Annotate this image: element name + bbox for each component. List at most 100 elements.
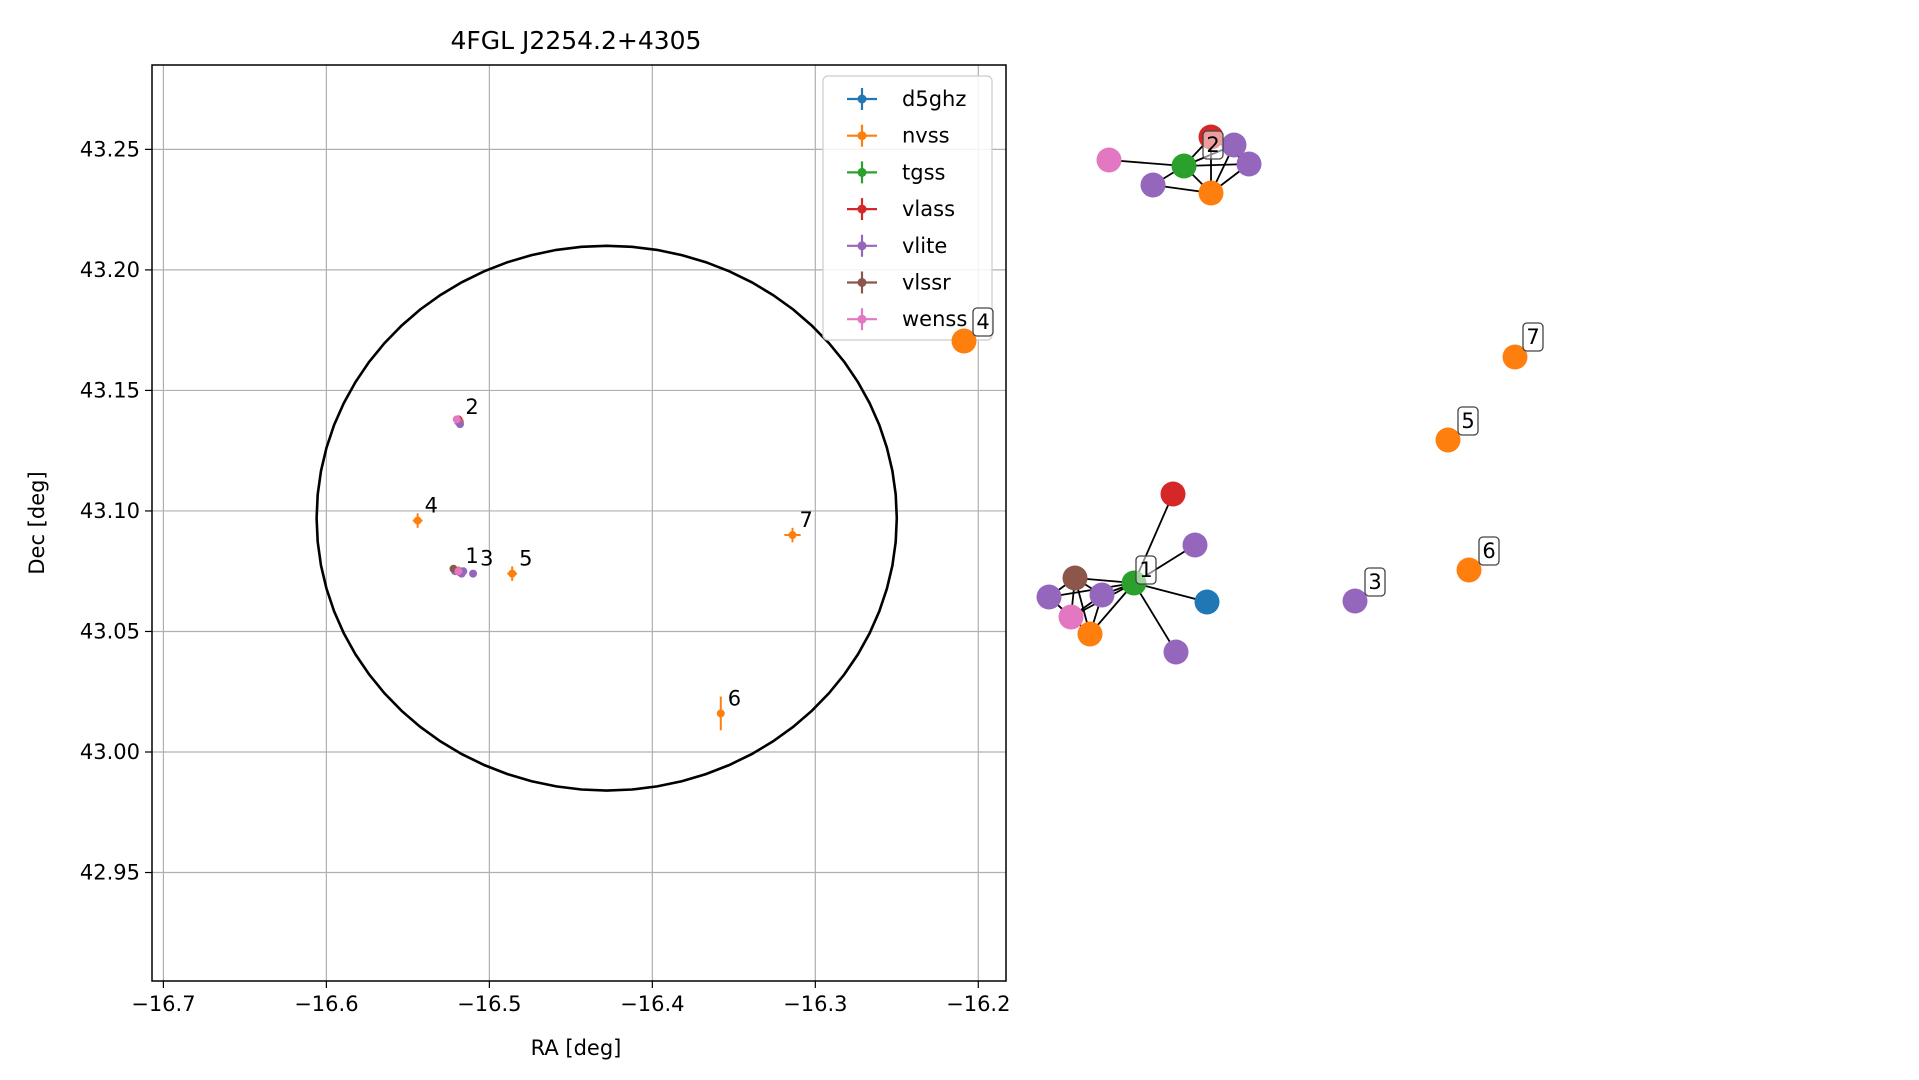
node-label: 1 bbox=[1135, 555, 1157, 585]
y-tick-label: 43.15 bbox=[80, 378, 140, 402]
node-label-box bbox=[1202, 130, 1224, 160]
node-label-text: 4 bbox=[976, 310, 989, 334]
legend-marker-dot bbox=[857, 314, 867, 324]
vlite-point bbox=[469, 569, 478, 578]
y-axis-label: Dec [deg] bbox=[25, 471, 49, 574]
point-label: 1 bbox=[465, 544, 478, 568]
chart-title: 4FGL J2254.2+4305 bbox=[451, 26, 702, 55]
legend-marker-dot bbox=[857, 94, 867, 104]
nvss-point bbox=[716, 709, 725, 718]
node-label-box bbox=[972, 307, 994, 337]
node-label: 3 bbox=[1364, 567, 1386, 597]
node-label-box bbox=[1135, 555, 1157, 585]
network-node bbox=[1194, 589, 1220, 615]
network-node bbox=[1342, 588, 1368, 614]
network-node bbox=[1502, 344, 1528, 370]
node-label-box bbox=[1522, 322, 1544, 352]
legend-label: wenss bbox=[902, 307, 967, 331]
ellipse-layer bbox=[315, 244, 899, 792]
network-node bbox=[1089, 582, 1115, 608]
network-node bbox=[1236, 151, 1262, 177]
network-node bbox=[1163, 639, 1189, 665]
legend-entry-vlite: vlite bbox=[847, 234, 947, 258]
network-node bbox=[1096, 147, 1122, 173]
network-node bbox=[1036, 584, 1062, 610]
network-node bbox=[1058, 604, 1084, 630]
x-tick-label: −16.6 bbox=[294, 992, 358, 1016]
y-tick-label: 43.05 bbox=[80, 619, 140, 643]
legend-label: vlass bbox=[902, 197, 955, 221]
points-layer bbox=[412, 415, 801, 731]
network-edge bbox=[1133, 582, 1208, 603]
legend-box bbox=[822, 75, 993, 341]
point-labels-layer: 1 2 3 4 5 6 7 bbox=[425, 395, 813, 711]
node-label-text: 6 bbox=[1482, 539, 1495, 563]
node-label: 7 bbox=[1522, 322, 1544, 352]
legend-label: vlssr bbox=[902, 271, 951, 295]
nvss-point bbox=[508, 569, 517, 578]
nodes-layer bbox=[951, 124, 1528, 665]
legend-entry-nvss: nvss bbox=[847, 124, 950, 148]
x-tick-label: −16.7 bbox=[131, 992, 195, 1016]
x-tick-label: −16.4 bbox=[620, 992, 684, 1016]
network-node bbox=[1171, 153, 1197, 179]
node-label-text: 7 bbox=[1526, 325, 1539, 349]
y-tick-label: 43.10 bbox=[80, 499, 140, 523]
legend-entry-tgss: tgss bbox=[847, 160, 945, 184]
legend-marker-dot bbox=[857, 167, 867, 177]
point-label: 3 bbox=[480, 547, 493, 571]
legend-marker-dot bbox=[857, 241, 867, 251]
node-label-box bbox=[1478, 536, 1500, 566]
x-tick-label: −16.3 bbox=[783, 992, 847, 1016]
wenss-point bbox=[452, 415, 461, 424]
y-tick-label: 43.20 bbox=[80, 258, 140, 282]
sky-map-panel: 1 2 3 4 5 6 7 −16.7 −16.6 −16.5 −16.4 −16.3 −16.2 4 2… bbox=[25, 26, 1010, 1060]
network-node bbox=[1435, 427, 1461, 453]
node-labels-layer: 1 2 3 4 5 6 7 bbox=[972, 130, 1544, 597]
network-edge bbox=[1133, 582, 1177, 653]
y-tick-label: 43.25 bbox=[80, 137, 140, 161]
node-label: 5 bbox=[1457, 406, 1479, 436]
node-label-box bbox=[1364, 567, 1386, 597]
node-label-text: 2 bbox=[1206, 133, 1219, 157]
network-node bbox=[951, 328, 977, 354]
node-label-text: 1 bbox=[1139, 558, 1152, 582]
ticks-layer: −16.7 −16.6 −16.5 −16.4 −16.3 −16.2 42.95 43.00… bbox=[80, 137, 1011, 1016]
node-label-text: 5 bbox=[1461, 409, 1474, 433]
legend-marker-dot bbox=[857, 278, 867, 287]
legend-marker-dot bbox=[857, 204, 867, 214]
point-label: 5 bbox=[519, 547, 532, 571]
legend-entry-wenss: wenss bbox=[847, 307, 967, 331]
legend-label: vlite bbox=[902, 234, 947, 258]
point-label: 7 bbox=[800, 508, 813, 532]
network-node bbox=[1077, 621, 1103, 647]
nvss-point bbox=[413, 516, 422, 525]
network-node bbox=[1198, 180, 1224, 206]
legend-entry-vlass: vlass bbox=[847, 197, 955, 221]
network-edge bbox=[1108, 159, 1185, 167]
node-label: 6 bbox=[1478, 536, 1500, 566]
wenss-point bbox=[454, 567, 463, 576]
network-panel: 1 2 3 4 5 6 7 bbox=[951, 124, 1544, 665]
point-label: 6 bbox=[728, 686, 741, 710]
network-node bbox=[1160, 481, 1186, 507]
node-label: 2 bbox=[1202, 130, 1224, 160]
legend: d5ghz nvss tgss vlass vlite vlssr wenss bbox=[822, 75, 993, 341]
node-label-text: 3 bbox=[1368, 570, 1381, 594]
node-label: 4 bbox=[972, 307, 994, 337]
localization-ellipse bbox=[315, 244, 899, 792]
legend-entry-vlssr: vlssr bbox=[847, 271, 951, 295]
x-tick-label: −16.5 bbox=[457, 992, 521, 1016]
network-node bbox=[1182, 532, 1208, 558]
point-label: 4 bbox=[425, 494, 438, 518]
legend-label: nvss bbox=[902, 124, 950, 148]
x-tick-label: −16.2 bbox=[946, 992, 1010, 1016]
network-node bbox=[1456, 557, 1482, 583]
legend-entries: d5ghz nvss tgss vlass vlite vlssr wenss bbox=[847, 87, 967, 331]
x-axis-label: RA [deg] bbox=[531, 1036, 622, 1060]
legend-label: tgss bbox=[902, 160, 945, 184]
point-label: 2 bbox=[465, 395, 478, 419]
legend-marker-dot bbox=[857, 131, 867, 141]
legend-label: d5ghz bbox=[902, 87, 966, 111]
